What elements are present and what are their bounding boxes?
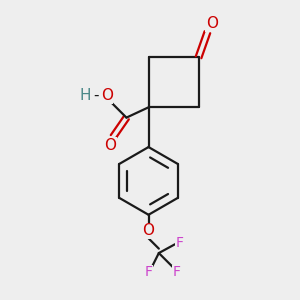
Text: F: F [145, 265, 152, 279]
Text: O: O [101, 88, 113, 103]
Text: O: O [104, 138, 116, 153]
Text: H: H [80, 88, 91, 103]
Text: -: - [93, 88, 99, 103]
Text: F: F [172, 265, 181, 279]
Text: F: F [176, 236, 183, 250]
Text: O: O [206, 16, 218, 31]
Text: O: O [142, 224, 154, 238]
